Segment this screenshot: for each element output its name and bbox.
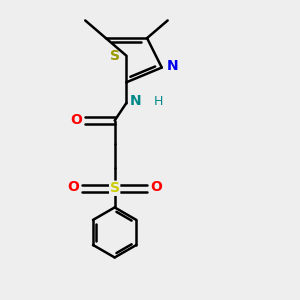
Text: S: S	[110, 49, 120, 63]
Text: O: O	[70, 113, 82, 127]
Text: S: S	[110, 181, 120, 195]
Text: N: N	[130, 94, 142, 108]
Text: O: O	[67, 180, 79, 194]
Text: H: H	[154, 95, 164, 108]
Text: N: N	[167, 59, 179, 73]
Text: O: O	[151, 180, 162, 194]
